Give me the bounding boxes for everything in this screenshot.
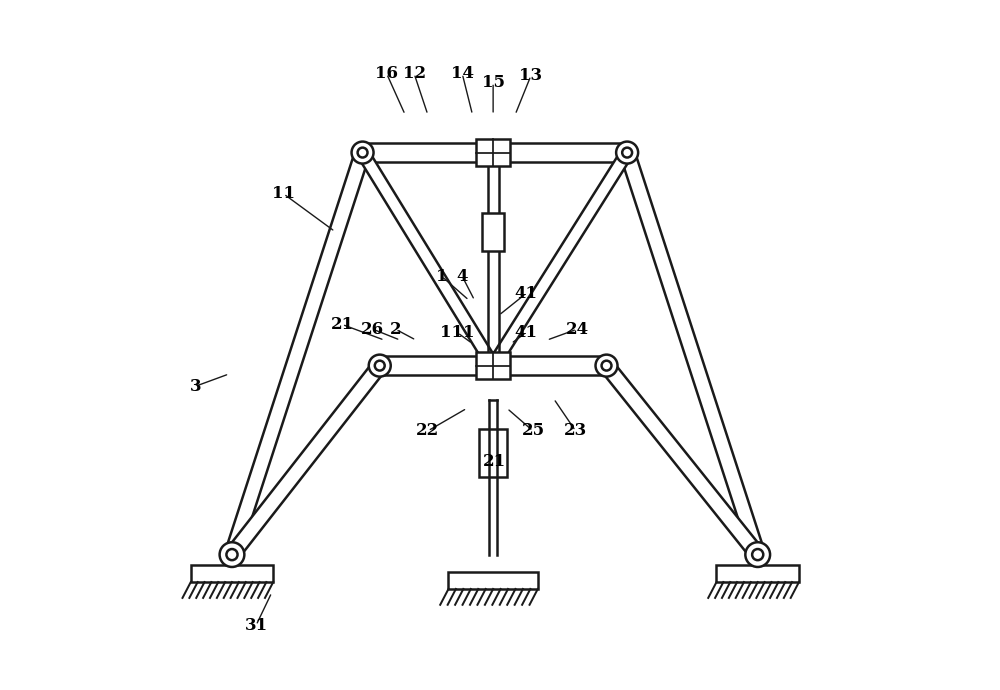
Text: 3: 3 [190,377,201,395]
Circle shape [220,542,244,567]
Circle shape [375,361,385,371]
Bar [476,352,510,380]
Text: 41: 41 [515,285,538,302]
Text: 12: 12 [403,65,426,82]
Polygon shape [488,149,632,369]
Text: 24: 24 [565,321,589,337]
Polygon shape [225,150,370,557]
Text: 23: 23 [564,422,587,440]
Circle shape [622,148,632,157]
Text: 26: 26 [361,321,384,337]
Text: 11: 11 [272,186,295,202]
Text: 21: 21 [483,453,506,471]
Text: 22: 22 [416,422,439,440]
Circle shape [226,549,238,560]
Circle shape [616,141,638,164]
Bar [716,565,799,582]
Text: 13: 13 [519,67,542,84]
Circle shape [602,361,611,371]
Text: 111: 111 [440,324,475,341]
Text: 1: 1 [436,268,447,285]
Polygon shape [363,143,627,162]
Polygon shape [601,361,764,560]
Polygon shape [357,149,498,369]
Circle shape [745,542,770,567]
Text: 21: 21 [330,316,354,333]
Polygon shape [380,356,607,375]
Bar [191,565,273,582]
Text: 41: 41 [515,324,538,341]
Text: 4: 4 [456,268,468,285]
Bar [476,139,510,166]
Bar [482,213,504,250]
Bar [448,572,538,589]
Text: 16: 16 [375,65,398,82]
Text: 31: 31 [244,617,268,634]
Circle shape [358,148,368,157]
Text: 25: 25 [521,422,545,440]
Text: 15: 15 [482,74,505,91]
Text: 2: 2 [390,321,401,337]
Circle shape [352,141,374,164]
Polygon shape [226,361,386,560]
Bar [479,429,507,477]
Text: 14: 14 [451,65,474,82]
Circle shape [752,549,763,560]
Circle shape [369,355,391,377]
Polygon shape [620,150,765,557]
Circle shape [596,355,618,377]
